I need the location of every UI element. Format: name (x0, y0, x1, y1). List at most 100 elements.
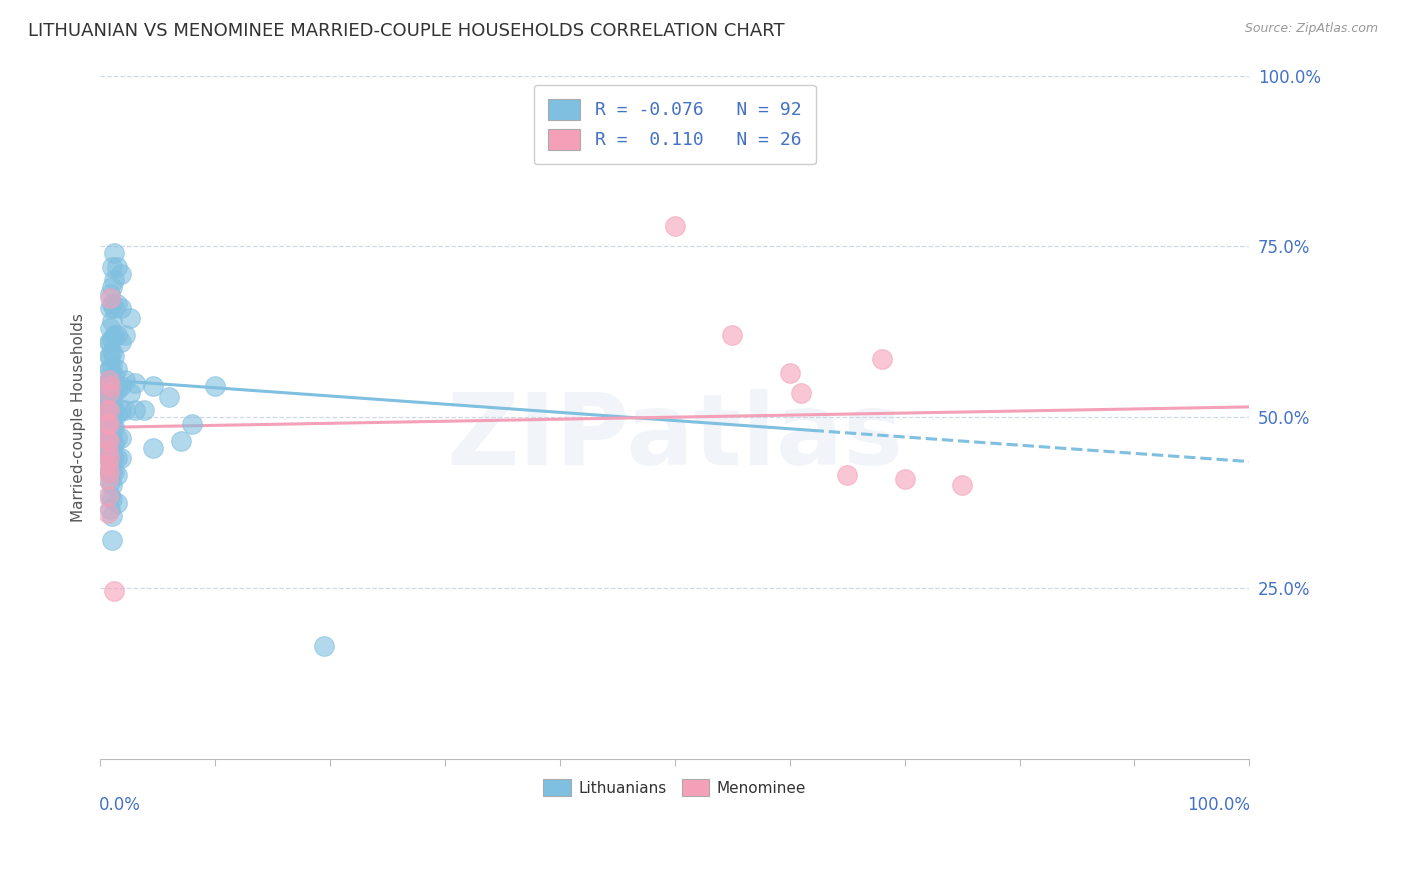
Point (103, 383, 125, 397)
Point (114, 328, 136, 343)
Point (169, 434, 191, 448)
Point (105, 451, 128, 466)
Point (132, 403, 155, 417)
Point (100, 297, 122, 311)
Point (103, 584, 125, 599)
Point (98, 400, 121, 414)
Point (96, 417, 118, 431)
Point (100, 301, 122, 315)
Point (98, 420, 121, 434)
Point (124, 376, 146, 390)
Point (100, 334, 122, 349)
Point (100, 280, 122, 294)
Point (105, 297, 128, 311)
Point (100, 454, 122, 468)
Point (100, 362, 122, 376)
Point (105, 495, 128, 509)
Point (110, 379, 132, 393)
Point (98, 393, 121, 408)
Point (100, 393, 122, 408)
Point (100, 314, 122, 328)
Point (100, 475, 122, 489)
Point (100, 403, 122, 417)
Point (110, 431, 132, 445)
Point (100, 260, 122, 274)
Point (157, 390, 180, 404)
Point (100, 321, 122, 335)
Point (100, 465, 122, 479)
Point (97, 400, 120, 414)
Point (100, 332, 122, 346)
Point (103, 273, 125, 287)
Text: Source: ZipAtlas.com: Source: ZipAtlas.com (1244, 22, 1378, 36)
Point (98, 349, 121, 363)
Point (100, 465, 122, 479)
Point (105, 260, 128, 274)
Point (97, 458, 120, 472)
Point (100, 492, 122, 507)
Point (100, 441, 122, 455)
Point (893, 472, 915, 486)
Point (100, 287, 122, 301)
Point (105, 383, 128, 397)
Point (100, 431, 122, 445)
Point (100, 413, 122, 427)
Text: 0.0%: 0.0% (98, 797, 141, 814)
Point (96, 386, 118, 401)
Point (98, 334, 121, 349)
Point (103, 369, 125, 384)
Point (100, 379, 122, 393)
Point (204, 379, 226, 393)
Point (98, 434, 121, 448)
Point (950, 478, 973, 492)
Point (100, 373, 122, 387)
Point (100, 359, 122, 373)
Point (110, 334, 132, 349)
Text: 100.0%: 100.0% (1188, 797, 1250, 814)
Point (721, 328, 744, 343)
Point (94, 403, 117, 417)
Text: ZIPatlas: ZIPatlas (446, 389, 903, 486)
Point (103, 420, 125, 434)
Point (98, 465, 121, 479)
Point (100, 345, 122, 359)
Point (100, 383, 122, 397)
Point (98, 451, 121, 466)
Point (100, 291, 122, 305)
Point (105, 468, 128, 483)
Point (100, 451, 122, 466)
Point (98, 465, 121, 479)
Point (100, 489, 122, 503)
Point (664, 219, 686, 233)
Point (103, 349, 125, 363)
Point (110, 267, 132, 281)
Point (98, 407, 121, 421)
Point (98, 379, 121, 393)
Point (103, 301, 125, 315)
Point (100, 379, 122, 393)
Point (98, 362, 121, 376)
Point (98, 413, 121, 427)
Point (142, 379, 165, 393)
Point (103, 328, 125, 343)
Point (103, 437, 125, 451)
Point (118, 311, 141, 326)
Point (98, 373, 121, 387)
Point (98, 403, 121, 417)
Point (870, 352, 893, 367)
Point (97, 393, 120, 408)
Point (837, 468, 859, 483)
Point (96, 431, 118, 445)
Point (100, 393, 122, 408)
Point (103, 465, 125, 479)
Point (98, 437, 121, 451)
Point (105, 431, 128, 445)
Point (181, 417, 204, 431)
Point (103, 246, 125, 260)
Point (100, 417, 122, 431)
Point (98, 386, 121, 401)
Point (100, 502, 122, 516)
Point (110, 301, 132, 315)
Point (142, 441, 165, 455)
Point (790, 386, 813, 401)
